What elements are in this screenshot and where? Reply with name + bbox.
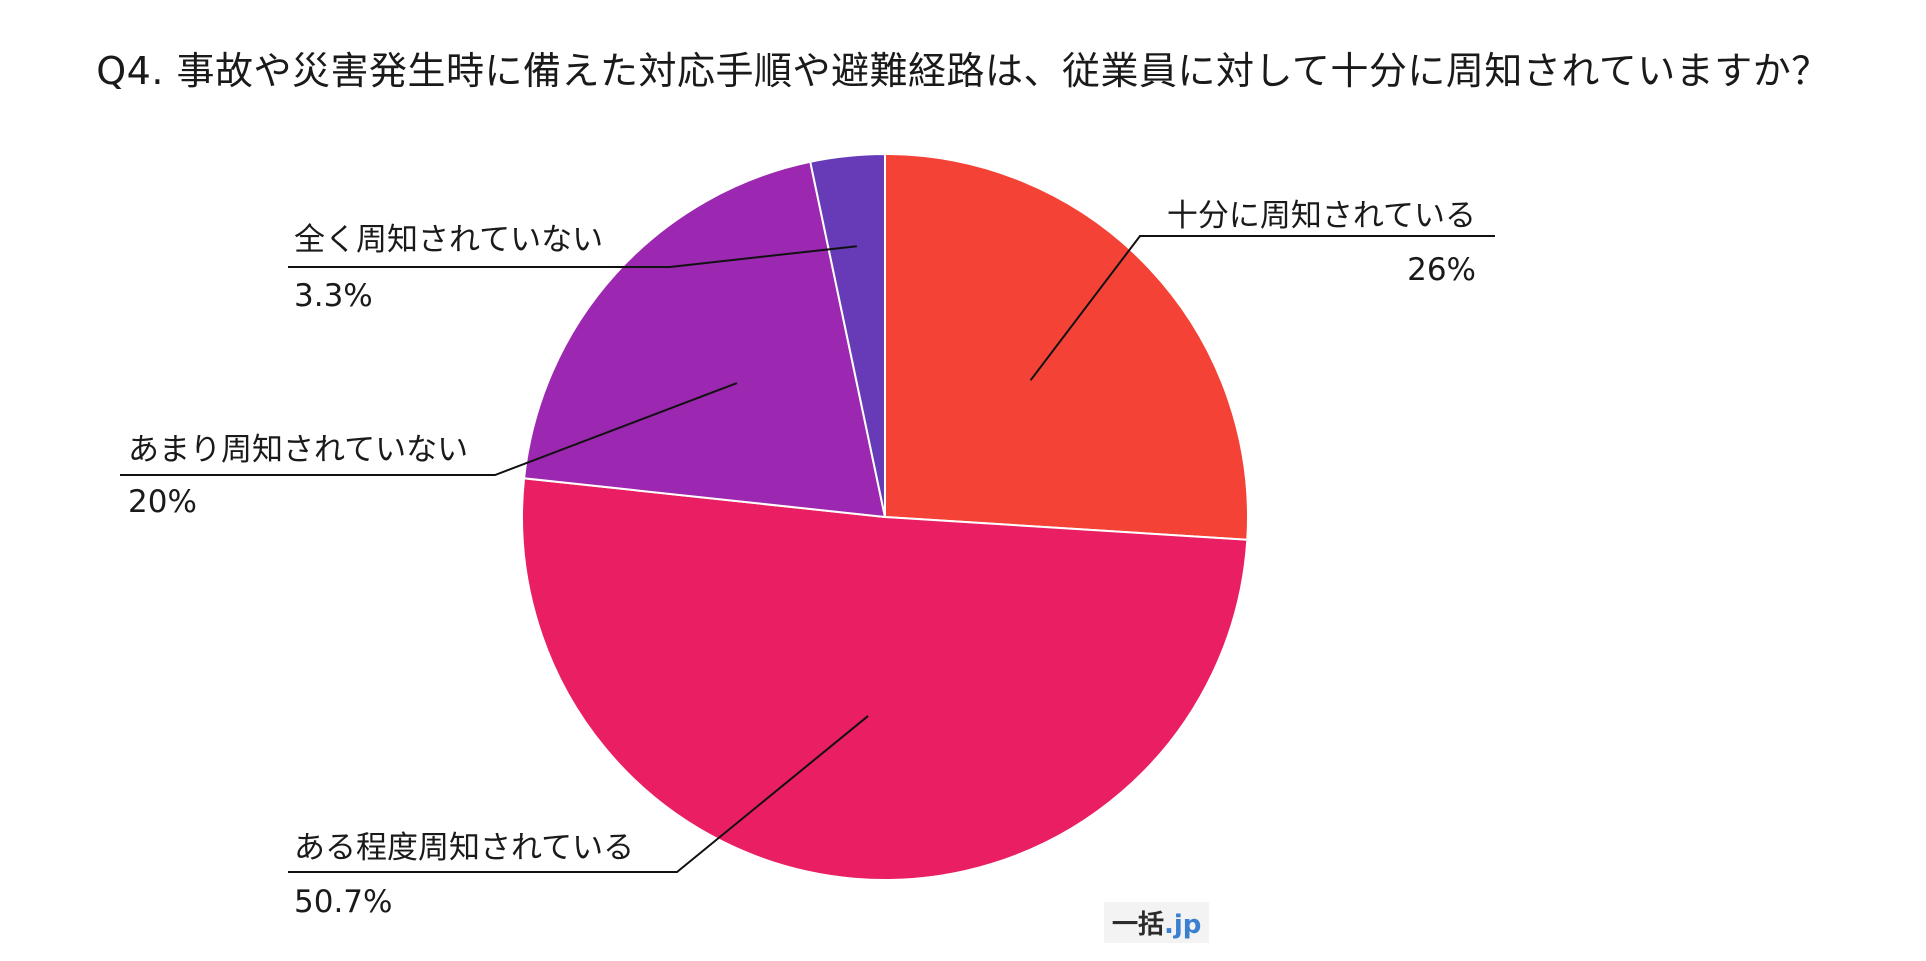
leader-line-1 — [1029, 235, 1495, 381]
pie-slice-1 — [884, 152, 1249, 541]
chart-title: Q4. 事故や災害発生時に備えた対応手順や避難経路は、従業員に対して十分に周知さ… — [96, 49, 1830, 93]
pie-slices — [521, 152, 1249, 882]
pie-slice-2 — [521, 477, 1249, 882]
slice-value-1: 26% — [1407, 252, 1476, 288]
pie-labels: 十分に周知されている 26% ある程度周知されている 50.7% あまり周知されていない… — [120, 198, 1495, 920]
watermark-logo: 一括.jp — [1104, 902, 1210, 943]
watermark-main: 一括 — [1112, 910, 1165, 940]
leader-line-2 — [288, 715, 869, 873]
slice-value-3: 20% — [128, 484, 197, 520]
slice-label-3: あまり周知されていない — [128, 432, 468, 468]
watermark-accent: .jp — [1164, 910, 1202, 940]
slice-label-4: 全く周知されていない — [294, 222, 603, 258]
pie-slice-3 — [522, 160, 887, 519]
slice-value-4: 3.3% — [294, 278, 373, 314]
leader-line-4 — [288, 245, 857, 268]
slice-label-2: ある程度周知されている — [294, 830, 634, 866]
slice-value-2: 50.7% — [294, 884, 392, 920]
pie-slice-4 — [809, 152, 886, 518]
slice-label-1: 十分に周知されている — [1167, 198, 1476, 234]
leader-line-3 — [120, 382, 738, 476]
